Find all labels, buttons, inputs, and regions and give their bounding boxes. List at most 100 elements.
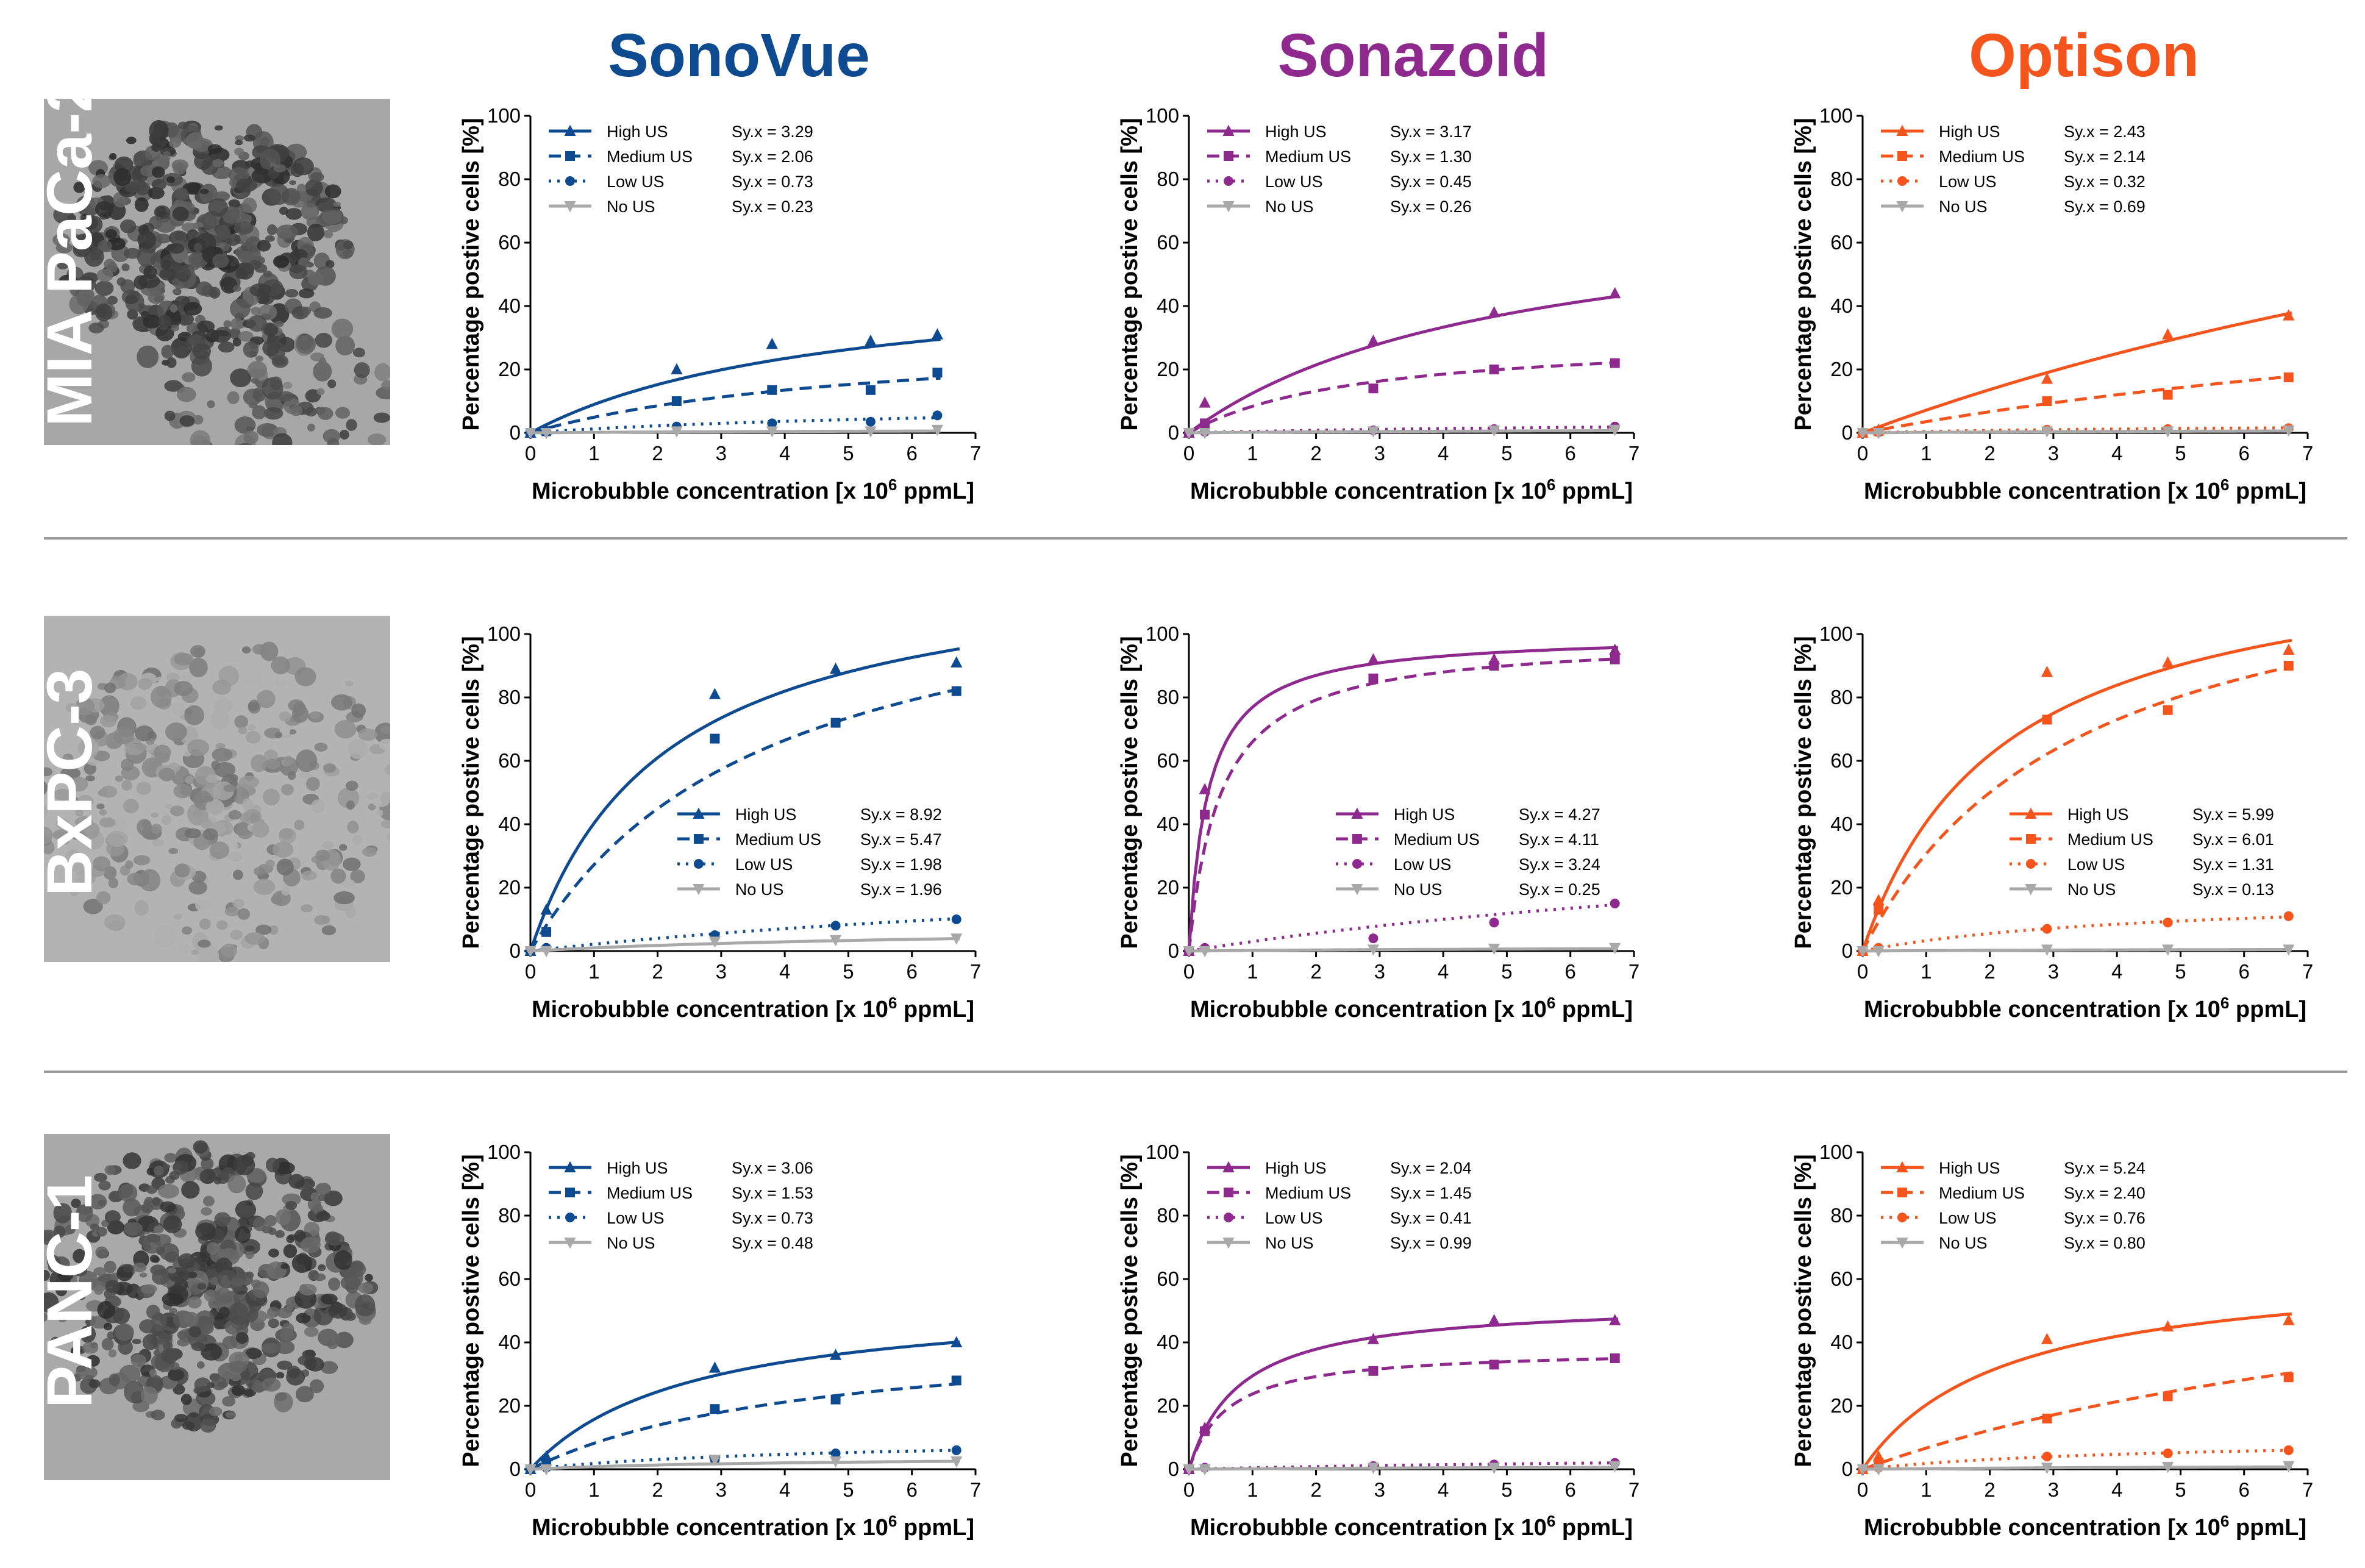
cell-blob xyxy=(158,315,171,329)
series-high-us xyxy=(1857,309,2295,438)
chart-bxpc-3-optison: 0 20 40 60 80 100 0 1 2 3 4 5 6 7 Percentage postive c… xyxy=(1791,622,2313,1022)
cell-blob xyxy=(70,1346,82,1355)
legend-label: High US xyxy=(1394,805,1455,824)
cell-blob xyxy=(198,1404,215,1420)
series-no-us xyxy=(1857,944,2295,958)
fit-line xyxy=(1188,1461,1618,1471)
cell-blob xyxy=(289,264,308,280)
cell-blob xyxy=(109,152,117,160)
y-tick-label: 20 xyxy=(1157,358,1179,380)
y-axis-label: Percentage postive cells [%] xyxy=(1117,118,1143,430)
cell-blob xyxy=(209,464,226,477)
cell-blob xyxy=(173,1384,185,1395)
cell-blob xyxy=(251,821,269,838)
cell-blob xyxy=(268,1318,279,1328)
cell-blob xyxy=(216,920,228,930)
y-axis-label: Percentage postive cells [%] xyxy=(458,118,484,430)
y-tick-label: 40 xyxy=(1157,294,1179,317)
cell-blob xyxy=(320,1293,338,1305)
x-tick-label: 4 xyxy=(779,1478,790,1501)
cell-blob xyxy=(210,709,230,730)
legend-syx: Sy.x = 0.48 xyxy=(732,1234,813,1252)
cell-blob xyxy=(253,878,276,896)
legend-marker xyxy=(1896,124,1908,136)
data-point xyxy=(2283,372,2294,382)
data-point xyxy=(951,1336,963,1347)
cell-blob xyxy=(213,1176,222,1185)
cell-blob xyxy=(271,354,289,368)
cell-blob xyxy=(227,1174,246,1194)
data-point xyxy=(1489,661,1499,671)
x-tick-label: 1 xyxy=(588,1478,599,1501)
column-title-sonazoid: Sonazoid xyxy=(1278,21,1549,90)
x-tick-label: 0 xyxy=(525,1478,536,1501)
cell-blob xyxy=(247,462,266,477)
cell-blob xyxy=(327,438,340,445)
cell-blob xyxy=(171,159,188,171)
cell-blob xyxy=(221,943,238,958)
cell-blob xyxy=(193,243,202,252)
cell-blob xyxy=(247,361,268,379)
cell-blob xyxy=(115,775,124,782)
legend-syx: Sy.x = 0.73 xyxy=(732,1209,813,1227)
y-tick-label: 0 xyxy=(1168,939,1179,962)
x-tick-label: 6 xyxy=(907,442,918,465)
data-point xyxy=(2041,426,2053,438)
cell-blob xyxy=(92,174,111,188)
cell-blob xyxy=(197,1283,207,1290)
cell-blob xyxy=(152,1197,161,1206)
cell-blob xyxy=(202,828,218,841)
legend-syx: Sy.x = 3.06 xyxy=(732,1159,813,1177)
cell-blob xyxy=(252,1217,267,1231)
cell-blob xyxy=(255,355,264,362)
x-axis-label: Microbubble concentration [x 106 ppmL] xyxy=(1864,476,2306,504)
cell-blob xyxy=(85,775,96,782)
legend-syx: Sy.x = 4.11 xyxy=(1519,830,1599,849)
cell-blob xyxy=(80,213,90,221)
legend-label: High US xyxy=(2067,805,2129,824)
legend-syx: Sy.x = 1.30 xyxy=(1390,148,1472,166)
cell-blob xyxy=(184,705,205,725)
cell-blob xyxy=(77,738,99,758)
x-tick-label: 7 xyxy=(970,442,981,465)
cell-blob xyxy=(380,725,390,735)
y-axis-label: Percentage postive cells [%] xyxy=(458,1154,484,1467)
data-point xyxy=(1609,643,1621,655)
cell-blob xyxy=(130,696,147,710)
cell-blob xyxy=(162,260,171,269)
data-point xyxy=(1200,1426,1210,1436)
cell-blob xyxy=(208,198,228,217)
y-tick-label: 40 xyxy=(498,294,521,317)
cell-blob xyxy=(155,218,176,233)
y-tick-label: 0 xyxy=(1842,1458,1853,1480)
legend-label: Medium US xyxy=(1265,148,1351,166)
cell-blob xyxy=(149,132,161,145)
cell-blob xyxy=(44,767,53,777)
fit-line xyxy=(1862,374,2292,435)
cell-blob xyxy=(151,1313,168,1330)
legend: High US Sy.x = 3.29 Medium US Sy.x = 2.06 Lo… xyxy=(549,123,813,216)
data-point xyxy=(2041,944,2053,956)
cell-blob xyxy=(70,887,80,897)
y-tick-label: 0 xyxy=(510,421,521,444)
legend-label: Low US xyxy=(1265,1209,1323,1227)
x-tick-label: 1 xyxy=(1921,1478,1932,1501)
cell-blob xyxy=(151,166,165,178)
x-tick-label: 4 xyxy=(1438,1478,1449,1501)
cell-blob xyxy=(121,780,133,791)
cell-blob xyxy=(151,812,159,818)
legend-syx: Sy.x = 5.47 xyxy=(860,830,942,849)
fit-line xyxy=(530,917,960,953)
x-tick-label: 7 xyxy=(2302,960,2313,983)
cell-blob xyxy=(123,1152,141,1169)
cell-blob xyxy=(334,1250,352,1270)
y-tick-label: 0 xyxy=(1168,421,1179,444)
cell-blob xyxy=(244,1245,255,1252)
legend-label: High US xyxy=(1939,1159,2000,1177)
y-tick-label: 60 xyxy=(498,749,521,772)
y-tick-label: 0 xyxy=(1842,939,1853,962)
fit-line xyxy=(1187,646,1618,952)
series-high-us xyxy=(1857,638,2295,956)
